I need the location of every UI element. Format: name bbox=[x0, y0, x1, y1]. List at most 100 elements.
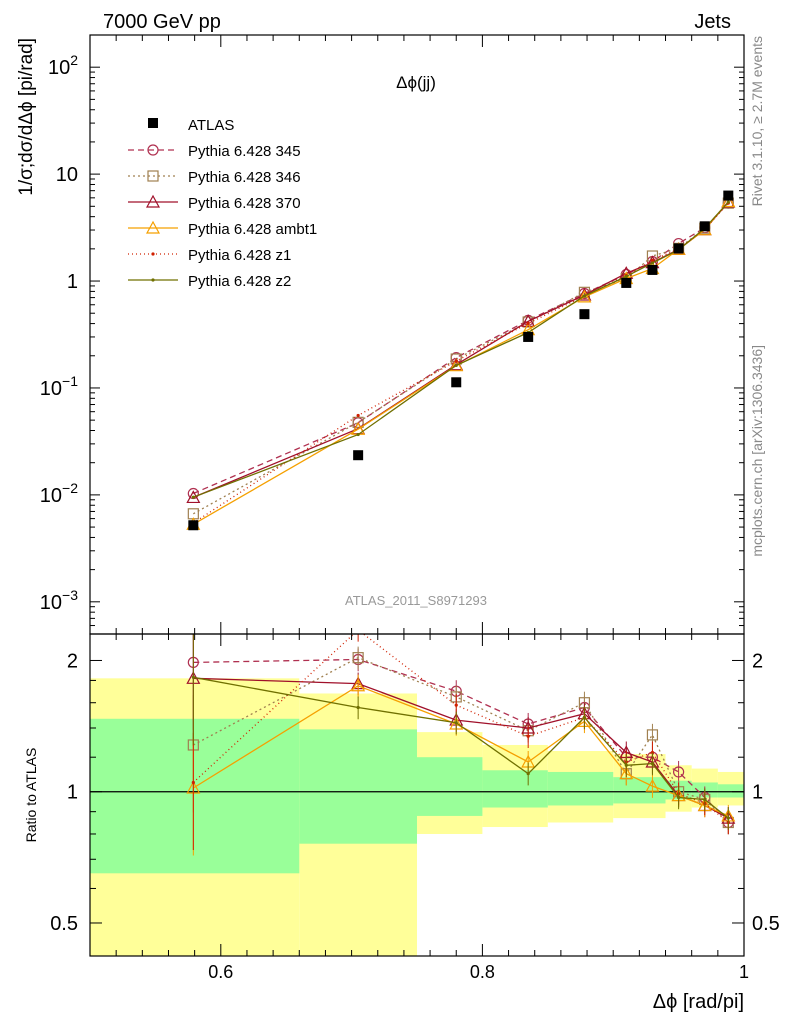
band-inner-bin bbox=[482, 770, 548, 808]
y-tick-label: 102 bbox=[48, 52, 78, 79]
ratio-tick-label-right: 1 bbox=[752, 782, 763, 804]
ratio-tick-label-left: 1 bbox=[67, 782, 78, 804]
marker-triangle bbox=[721, 194, 736, 208]
series-main-pythia-6.428-370 bbox=[186, 194, 736, 504]
marker-dot bbox=[454, 721, 458, 725]
ratio-tick-label-left: 0.5 bbox=[50, 913, 78, 935]
legend-label: Pythia 6.428 370 bbox=[188, 195, 301, 212]
y-tick-exponent: −3 bbox=[62, 587, 78, 603]
marker-dot bbox=[624, 763, 628, 767]
data-point bbox=[523, 331, 534, 342]
ratio-line bbox=[192, 685, 729, 817]
marker-dot bbox=[624, 274, 628, 279]
marker-square bbox=[522, 316, 534, 328]
marker-dot bbox=[191, 675, 195, 679]
series-main-pythia-6.428-345 bbox=[187, 197, 734, 500]
ratio-tick-label-right: 2 bbox=[752, 650, 763, 672]
data-series-atlas bbox=[188, 190, 734, 531]
marker-dot bbox=[454, 363, 458, 367]
data-point bbox=[451, 377, 462, 388]
marker-triangle bbox=[449, 358, 464, 372]
band-inner-bin bbox=[613, 777, 666, 804]
header-right-label: Jets bbox=[694, 11, 731, 33]
marker-dot bbox=[151, 252, 155, 256]
legend-label: ATLAS bbox=[188, 117, 234, 134]
legend-entry: Pythia 6.428 z1 bbox=[128, 247, 291, 264]
y-tick-exponent: 2 bbox=[70, 52, 78, 68]
chart-title: Δϕ(jj) bbox=[396, 73, 436, 92]
ratio-tick-label-right: 0.5 bbox=[752, 913, 780, 935]
series-line bbox=[193, 201, 729, 498]
data-point bbox=[621, 277, 632, 288]
marker-dot bbox=[191, 495, 195, 499]
legend-entry: Pythia 6.428 z2 bbox=[128, 273, 291, 290]
y-tick-label: 1 bbox=[67, 271, 78, 293]
marker-square bbox=[352, 652, 364, 664]
x-axis-label: Δϕ [rad/pi] bbox=[653, 991, 744, 1013]
mcplots-reference-label: mcplots.cern.ch [arXiv:1306.3436] bbox=[749, 345, 765, 557]
marker-dot bbox=[650, 258, 655, 262]
x-tick-label: 0.8 bbox=[470, 962, 495, 982]
ratio-line bbox=[192, 634, 729, 824]
data-point bbox=[723, 190, 734, 201]
marker-square bbox=[352, 416, 364, 428]
marker-dot bbox=[582, 294, 587, 298]
marker-dot bbox=[356, 413, 360, 418]
marker-triangle bbox=[619, 766, 634, 780]
marker-dot bbox=[356, 432, 360, 437]
marker-triangle bbox=[351, 678, 366, 692]
band-inner-bin bbox=[717, 784, 744, 798]
legend-entry: Pythia 6.428 345 bbox=[128, 143, 301, 160]
data-point bbox=[699, 221, 710, 232]
marker-triangle bbox=[645, 778, 660, 792]
analysis-watermark: ATLAS_2011_S8971293 bbox=[345, 593, 487, 608]
marker-dot bbox=[650, 261, 655, 265]
legend-label: Pythia 6.428 z2 bbox=[188, 273, 291, 290]
band-inner-bin bbox=[547, 771, 614, 806]
y-axis-label: 1/σ;dσ/dΔϕ [pi/rad] bbox=[16, 38, 37, 196]
band-inner-bin bbox=[417, 757, 483, 816]
legend-label: Pythia 6.428 z1 bbox=[188, 247, 291, 264]
marker-dot bbox=[356, 705, 360, 710]
marker-dot bbox=[703, 797, 707, 802]
legend-label: Pythia 6.428 346 bbox=[188, 169, 301, 186]
ratio-uncertainty-bands bbox=[90, 678, 744, 956]
header-left-label: 7000 GeV pp bbox=[103, 11, 221, 33]
marker-circle bbox=[147, 144, 159, 156]
marker-triangle bbox=[577, 289, 592, 303]
series-ratio-pythia-6.428-z2 bbox=[191, 634, 730, 830]
ratio-plot-frame bbox=[89, 633, 745, 957]
band-inner-bin bbox=[299, 729, 417, 844]
marker-dot bbox=[526, 772, 530, 776]
legend-label: Pythia 6.428 ambt1 bbox=[188, 221, 317, 238]
marker-dot bbox=[726, 816, 730, 820]
marker-circle bbox=[672, 766, 685, 778]
y-tick-label: 10 bbox=[56, 164, 78, 186]
legend-marker bbox=[148, 118, 158, 128]
data-point bbox=[188, 520, 199, 531]
series-layer bbox=[186, 190, 736, 856]
y-tick-exponent: −1 bbox=[62, 373, 78, 389]
marker-dot bbox=[526, 321, 530, 325]
y-tick-exponent: −2 bbox=[62, 480, 78, 496]
marker-dot bbox=[454, 359, 458, 363]
x-tick-label: 0.6 bbox=[208, 962, 233, 982]
marker-dot bbox=[357, 628, 360, 631]
y-tick-label: 10−2 bbox=[40, 480, 78, 507]
legend-entry: Pythia 6.428 ambt1 bbox=[128, 220, 317, 238]
data-point bbox=[647, 264, 658, 275]
marker-dot bbox=[650, 762, 655, 766]
y-tick-label: 10−3 bbox=[40, 587, 78, 614]
marker-triangle bbox=[145, 194, 161, 208]
ratio-tick-label-left: 2 bbox=[67, 650, 78, 672]
marker-triangle bbox=[521, 314, 536, 327]
marker-dot bbox=[191, 780, 195, 785]
legend-entry: Pythia 6.428 346 bbox=[128, 169, 301, 186]
marker-dot bbox=[650, 750, 655, 755]
ratio-line bbox=[192, 656, 729, 823]
x-tick-label: 1 bbox=[739, 962, 749, 982]
data-point bbox=[673, 243, 684, 254]
marker-dot bbox=[677, 795, 681, 800]
legend: ATLAS Pythia 6.428 345 Pythia 6.428 346 Pyt… bbox=[128, 117, 317, 290]
